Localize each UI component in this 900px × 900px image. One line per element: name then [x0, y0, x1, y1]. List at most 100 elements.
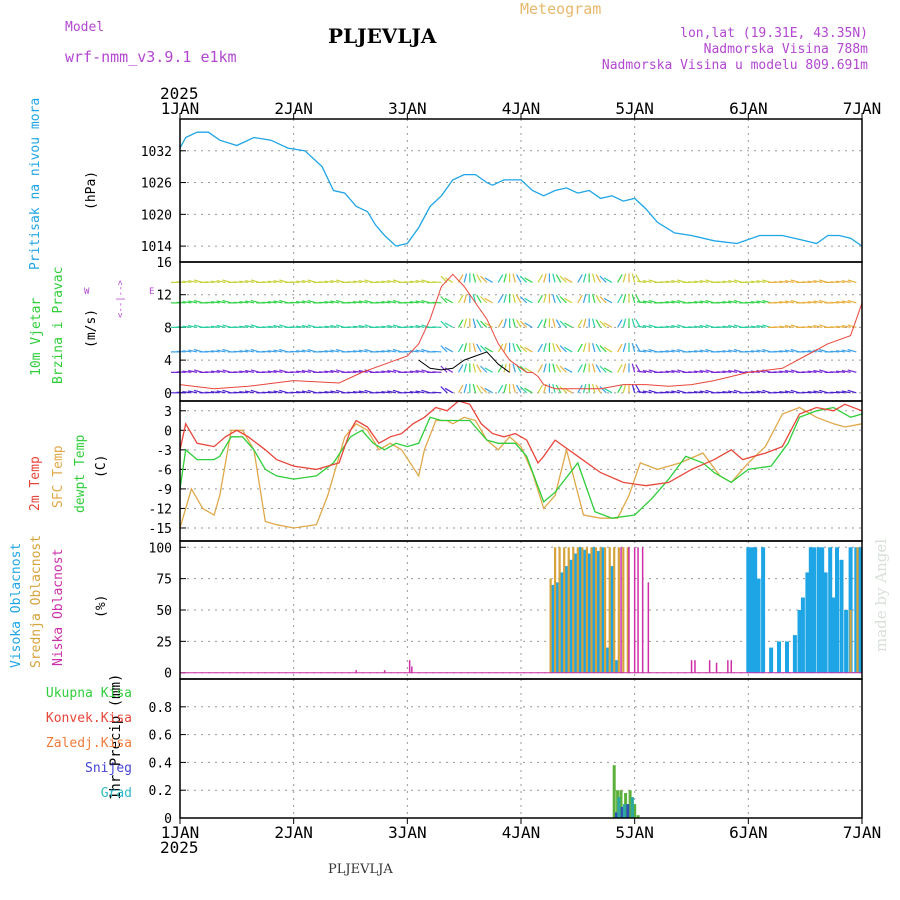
wind-arrow [537, 274, 544, 283]
cloud-bar [550, 584, 555, 673]
cloud-bar [730, 660, 732, 673]
wind-arrow [261, 326, 271, 329]
wind-arrow [273, 369, 283, 373]
wind-arrow [387, 390, 397, 394]
wind-arrow [503, 294, 507, 304]
wind-arrow [847, 389, 857, 394]
ytick-label-2-0: -15 [149, 522, 172, 537]
cloud-bar [581, 547, 584, 673]
ytick-label-2-3: -6 [156, 463, 172, 478]
wind-arrow [642, 280, 652, 284]
wind-arrow [444, 322, 454, 328]
wind-arrow [728, 390, 738, 394]
wind-arrow [847, 324, 857, 328]
wind-arrow [564, 277, 573, 283]
wind-arrow [324, 391, 334, 394]
wind-arrow [555, 319, 562, 328]
cloud-bar [831, 597, 836, 673]
cloud-bar [746, 547, 751, 673]
wind-arrow [409, 391, 419, 394]
wind-arrow [176, 350, 186, 353]
wind-arrow [463, 294, 468, 304]
wind-arrow [415, 369, 425, 373]
wind-arrow [722, 391, 732, 394]
cloud-bar [808, 547, 813, 673]
wind-arrow [318, 371, 328, 373]
wind-arrow [847, 279, 857, 284]
wind-arrow [415, 280, 425, 284]
wind-arrow [216, 369, 226, 373]
wind-arrow [659, 371, 669, 373]
wind-arrow [537, 384, 544, 394]
wind-arrow [463, 273, 468, 283]
wind-arrow [671, 280, 681, 284]
wind-arrow [290, 350, 300, 353]
wind-arrow [415, 349, 425, 353]
wind-arrow [205, 391, 215, 394]
wind-arrow [440, 345, 448, 353]
wind-arrow [537, 343, 544, 353]
wind-arrow [577, 274, 583, 283]
cloud-bar [590, 547, 593, 673]
cloud-bar [596, 551, 601, 673]
wind-arrow [722, 301, 732, 304]
wind-arrow [699, 280, 709, 284]
wind-arrow [480, 296, 488, 304]
wind-arrow [476, 319, 482, 328]
cloud-bar [563, 547, 566, 673]
wind-arrow [807, 370, 817, 373]
xtick-label-top-2: 3JAN [388, 99, 427, 118]
wind-arrow [665, 325, 675, 329]
wind-arrow [665, 350, 675, 353]
cloud-bar [617, 547, 620, 673]
wind-arrow [716, 371, 726, 373]
wind-arrow [631, 363, 636, 373]
wind-arrow [617, 343, 623, 353]
panel-frame-4 [179, 678, 863, 819]
wind-arrow [497, 364, 504, 373]
wind-arrow [688, 281, 698, 284]
wind-arrow [744, 350, 755, 353]
wind-arrow [296, 280, 306, 284]
wind-arrow [599, 320, 607, 328]
wind-arrow [779, 301, 789, 304]
station-title: PLJEVLJA [328, 24, 437, 48]
wind-arrow [444, 346, 454, 353]
wind-arrow [324, 325, 334, 329]
wind-arrow [595, 319, 602, 328]
wind-arrow [773, 326, 783, 329]
wind-arrow [432, 391, 442, 394]
wind-arrow [744, 391, 755, 394]
wind-arrow [722, 370, 732, 373]
wind-arrow [559, 365, 567, 373]
wind-arrow [503, 383, 507, 393]
cloud-bar [854, 547, 859, 673]
wind-arrow [688, 350, 698, 353]
wind-arrow [599, 345, 607, 353]
wind-arrow [642, 300, 652, 304]
wind-arrow [512, 383, 516, 393]
wind-arrow [387, 280, 397, 284]
wind-arrow [592, 343, 596, 353]
cloud-bar [792, 635, 797, 673]
wind-arrow [637, 280, 647, 284]
wind-arrow [617, 274, 623, 283]
ytick-label-1-3: 12 [156, 289, 172, 304]
cloud-bar [761, 547, 766, 673]
cloud-bar [608, 547, 611, 673]
wind-arrow [779, 325, 789, 329]
wind-arrow [543, 343, 547, 353]
wind-arrow [784, 349, 794, 353]
cloud-bar [576, 547, 579, 673]
wind-arrow [622, 294, 627, 304]
wind-arrow [847, 348, 857, 353]
cloud-bar [753, 547, 758, 673]
wind-arrow [524, 367, 533, 373]
xtick-label-top-5: 6JAN [729, 99, 768, 118]
wind-arrow [699, 324, 709, 328]
cloud-bar [572, 547, 575, 673]
wind-arrow [555, 343, 562, 353]
cloud-bar [573, 553, 578, 673]
wind-arrow [519, 275, 528, 283]
